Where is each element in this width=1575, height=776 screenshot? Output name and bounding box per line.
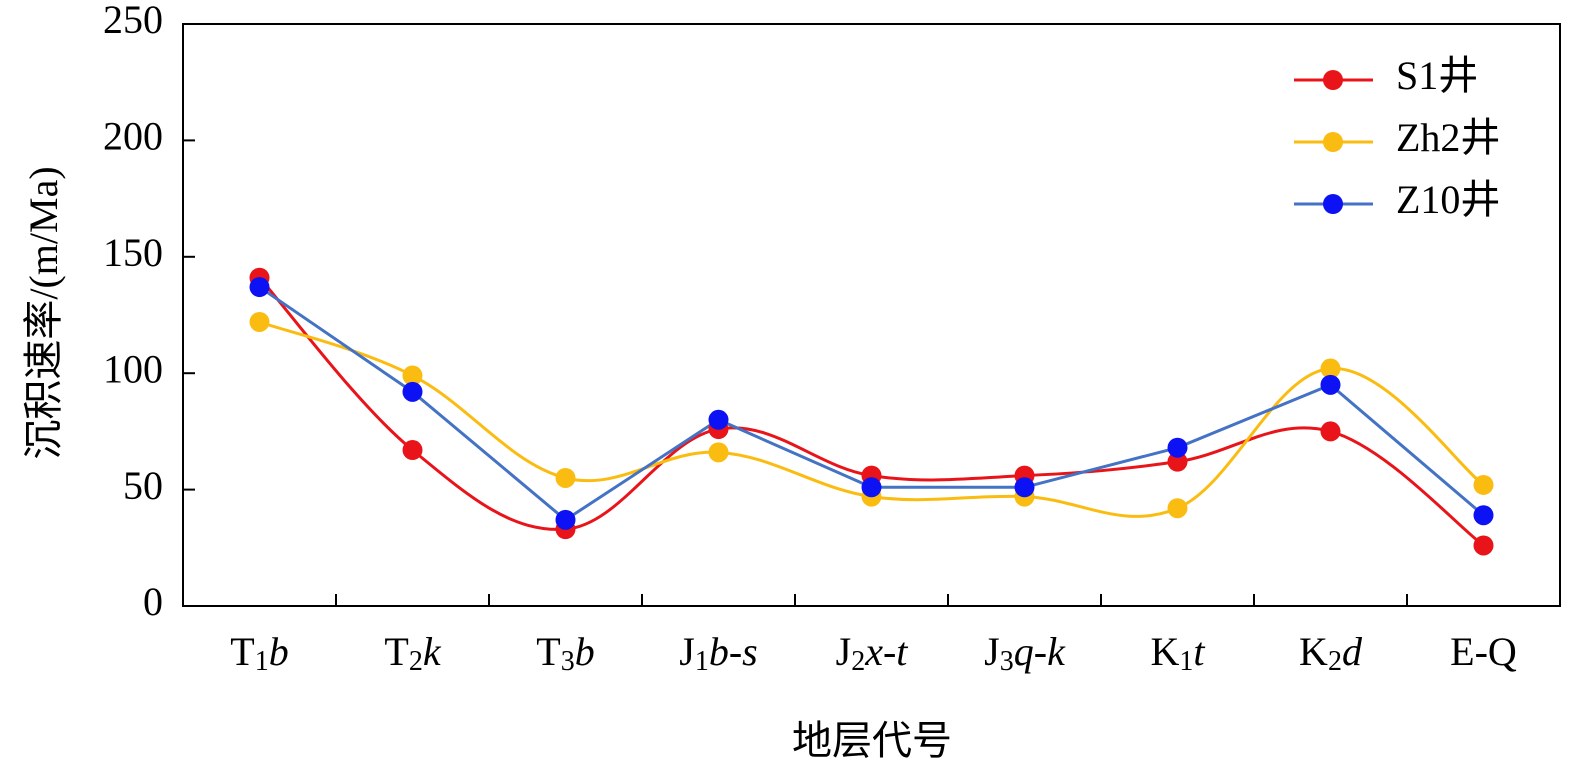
legend-label-zh2: Zh2井 [1396,115,1500,160]
data-point-s1 [402,440,423,461]
series-line-s1 [258,276,1485,547]
legend-marker-zh2 [1323,132,1343,152]
x-tick-label: J2x-t [836,629,909,677]
x-tick-label: J3q-k [984,629,1066,677]
y-axis-title: 沉积速率/(m/Ma) [21,166,66,459]
data-point-zh2 [1320,358,1341,379]
x-axis-label: 地层代号 [792,718,952,763]
data-point-z10 [1473,505,1494,526]
data-point-zh2 [708,442,729,463]
data-point-zh2 [1473,474,1494,495]
plot-frame [182,23,1561,607]
x-tick-labels: T1b T2k T3b J1b-s J2x-t J3q-k K1t K2d E-Q [230,629,1517,677]
x-tick-label: K1t [1150,629,1205,677]
y-tick-label: 0 [143,579,163,624]
x-tick-label: J1b-s [679,629,757,677]
data-point-zh2 [402,365,423,386]
x-tick-label: T3b [536,629,594,677]
data-point-z10 [708,409,729,430]
y-tick-label: 200 [103,114,163,159]
y-tick-label: 150 [103,230,163,275]
y-tick-label: 50 [123,463,163,508]
data-point-s1 [1320,421,1341,442]
data-point-zh2 [249,311,270,332]
x-tick-label: K2d [1299,629,1363,677]
y-tick-label: 100 [103,346,163,391]
data-point-z10 [249,277,270,298]
legend-marker-z10 [1323,194,1343,214]
legend: S1井 Zh2井 Z10井 [1294,53,1500,222]
x-tick-label: T2k [384,629,441,677]
y-tick-labels: 0 50 100 150 200 250 [103,0,163,624]
data-point-z10 [1320,374,1341,395]
legend-label-z10: Z10井 [1396,177,1500,222]
x-tick-label: E-Q [1450,629,1517,674]
data-point-zh2 [1167,498,1188,519]
legend-marker-s1 [1323,70,1343,90]
data-point-z10 [1167,437,1188,458]
y-axis-label: 沉积速率/(m/Ma) [21,166,66,459]
data-point-z10 [861,477,882,498]
data-point-s1 [1167,451,1188,472]
series-markers [249,267,1494,556]
data-point-z10 [1014,477,1035,498]
y-tick-label: 250 [103,0,163,42]
data-point-z10 [402,381,423,402]
data-point-s1 [1473,535,1494,556]
x-tick-label: T1b [230,629,288,677]
axes [182,23,1561,607]
data-point-zh2 [555,467,576,488]
legend-label-s1: S1井 [1396,53,1478,98]
data-point-z10 [555,509,576,530]
